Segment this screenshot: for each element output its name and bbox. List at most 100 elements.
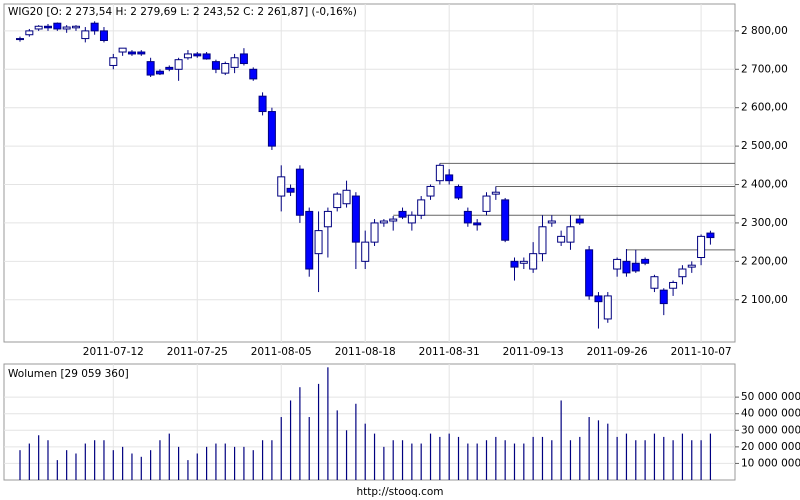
candle-body — [90, 22, 99, 32]
candle-body — [109, 57, 118, 66]
x-tick-label: 2011-08-31 — [419, 346, 480, 358]
candle-body — [613, 258, 622, 270]
candle-body — [99, 30, 108, 41]
candle-body — [510, 260, 519, 268]
candle-body — [155, 70, 164, 75]
candle-body — [678, 268, 687, 278]
candle-body — [407, 214, 416, 224]
candle-body — [445, 174, 454, 182]
candle-body — [295, 168, 304, 216]
candle-body — [165, 66, 174, 70]
price-panel — [3, 3, 736, 343]
candle-body — [314, 230, 323, 255]
candle-body — [193, 53, 202, 57]
candle-body — [43, 25, 52, 29]
candle-body — [631, 262, 640, 272]
candle-body — [71, 25, 80, 29]
candle-body — [538, 226, 547, 255]
y-tick-label: 2 200,00 — [741, 255, 788, 267]
x-tick-label: 2011-07-25 — [167, 346, 228, 358]
candle-body — [174, 59, 183, 70]
candle-body — [249, 68, 258, 80]
candle-body — [62, 26, 71, 30]
y-tick-label: 50 000 000 — [741, 391, 800, 403]
candle-body — [342, 189, 351, 205]
candle-body — [575, 218, 584, 224]
y-tick-label: 2 800,00 — [741, 25, 788, 37]
candle-body — [25, 30, 34, 36]
y-tick-label: 2 400,00 — [741, 179, 788, 191]
candle-body — [473, 222, 482, 226]
panel-title: WIG20 [O: 2 273,54 H: 2 279,69 L: 2 243,… — [8, 6, 357, 18]
y-tick-label: 2 100,00 — [741, 294, 788, 306]
candle-body — [547, 220, 556, 224]
candle-body — [118, 47, 127, 53]
panel-title: Wolumen [29 059 360] — [8, 368, 129, 380]
candle-body — [454, 185, 463, 199]
candle-body — [687, 264, 696, 268]
candle-body — [370, 222, 379, 243]
y-tick-label: 2 300,00 — [741, 217, 788, 229]
candle-body — [277, 176, 286, 197]
candle-body — [435, 164, 444, 182]
x-tick-label: 2011-07-12 — [83, 346, 144, 358]
candle-body — [333, 193, 342, 209]
candle-body — [426, 185, 435, 197]
y-tick-label: 2 600,00 — [741, 102, 788, 114]
candle-body — [491, 191, 500, 195]
candle-body — [258, 95, 267, 113]
candle-body — [230, 57, 239, 68]
candle-body — [183, 53, 192, 59]
candle-body — [557, 235, 566, 243]
candle-body — [389, 218, 398, 222]
candle-body — [529, 253, 538, 270]
candle-body — [146, 61, 155, 76]
y-tick-label: 30 000 000 — [741, 424, 800, 436]
candle-body — [519, 260, 528, 264]
candle-body — [594, 295, 603, 303]
candle-body — [323, 210, 332, 228]
candle-body — [697, 235, 706, 258]
candle-body — [16, 38, 24, 41]
candle-body — [706, 232, 715, 239]
candle-body — [398, 210, 407, 218]
candle-body — [267, 111, 276, 147]
candle-body — [669, 281, 678, 289]
candle-body — [659, 289, 668, 305]
candle-body — [221, 63, 230, 74]
candle-body — [286, 187, 295, 193]
y-tick-label: 10 000 000 — [741, 457, 800, 469]
x-tick-label: 2011-08-05 — [251, 346, 312, 358]
x-tick-label: 2011-10-07 — [671, 346, 732, 358]
candle-body — [127, 51, 136, 55]
y-tick-label: 2 700,00 — [741, 63, 788, 75]
candle-body — [379, 220, 388, 224]
candle-body — [361, 241, 370, 262]
candle-body — [641, 258, 650, 264]
candle-body — [351, 195, 360, 243]
x-tick-label: 2011-08-18 — [335, 346, 396, 358]
y-tick-label: 40 000 000 — [741, 408, 800, 420]
candle-body — [211, 61, 220, 70]
x-tick-label: 2011-09-26 — [587, 346, 648, 358]
candle-body — [603, 295, 612, 320]
candle-body — [482, 195, 491, 212]
candle-body — [305, 210, 314, 270]
candle-body — [650, 276, 659, 289]
candle-body — [81, 30, 90, 40]
candle-body — [566, 226, 575, 243]
candle-body — [34, 25, 43, 30]
volume-panel — [3, 363, 736, 481]
y-tick-label: 2 500,00 — [741, 140, 788, 152]
candle-body — [501, 199, 510, 241]
candle-body — [239, 53, 248, 65]
candle-body — [202, 53, 211, 60]
candle-body — [585, 249, 594, 297]
candle-body — [53, 22, 62, 30]
x-tick-label: 2011-09-13 — [503, 346, 564, 358]
footer: http://stooq.com — [356, 486, 443, 498]
candle-body — [137, 51, 146, 55]
candle-body — [417, 199, 426, 216]
